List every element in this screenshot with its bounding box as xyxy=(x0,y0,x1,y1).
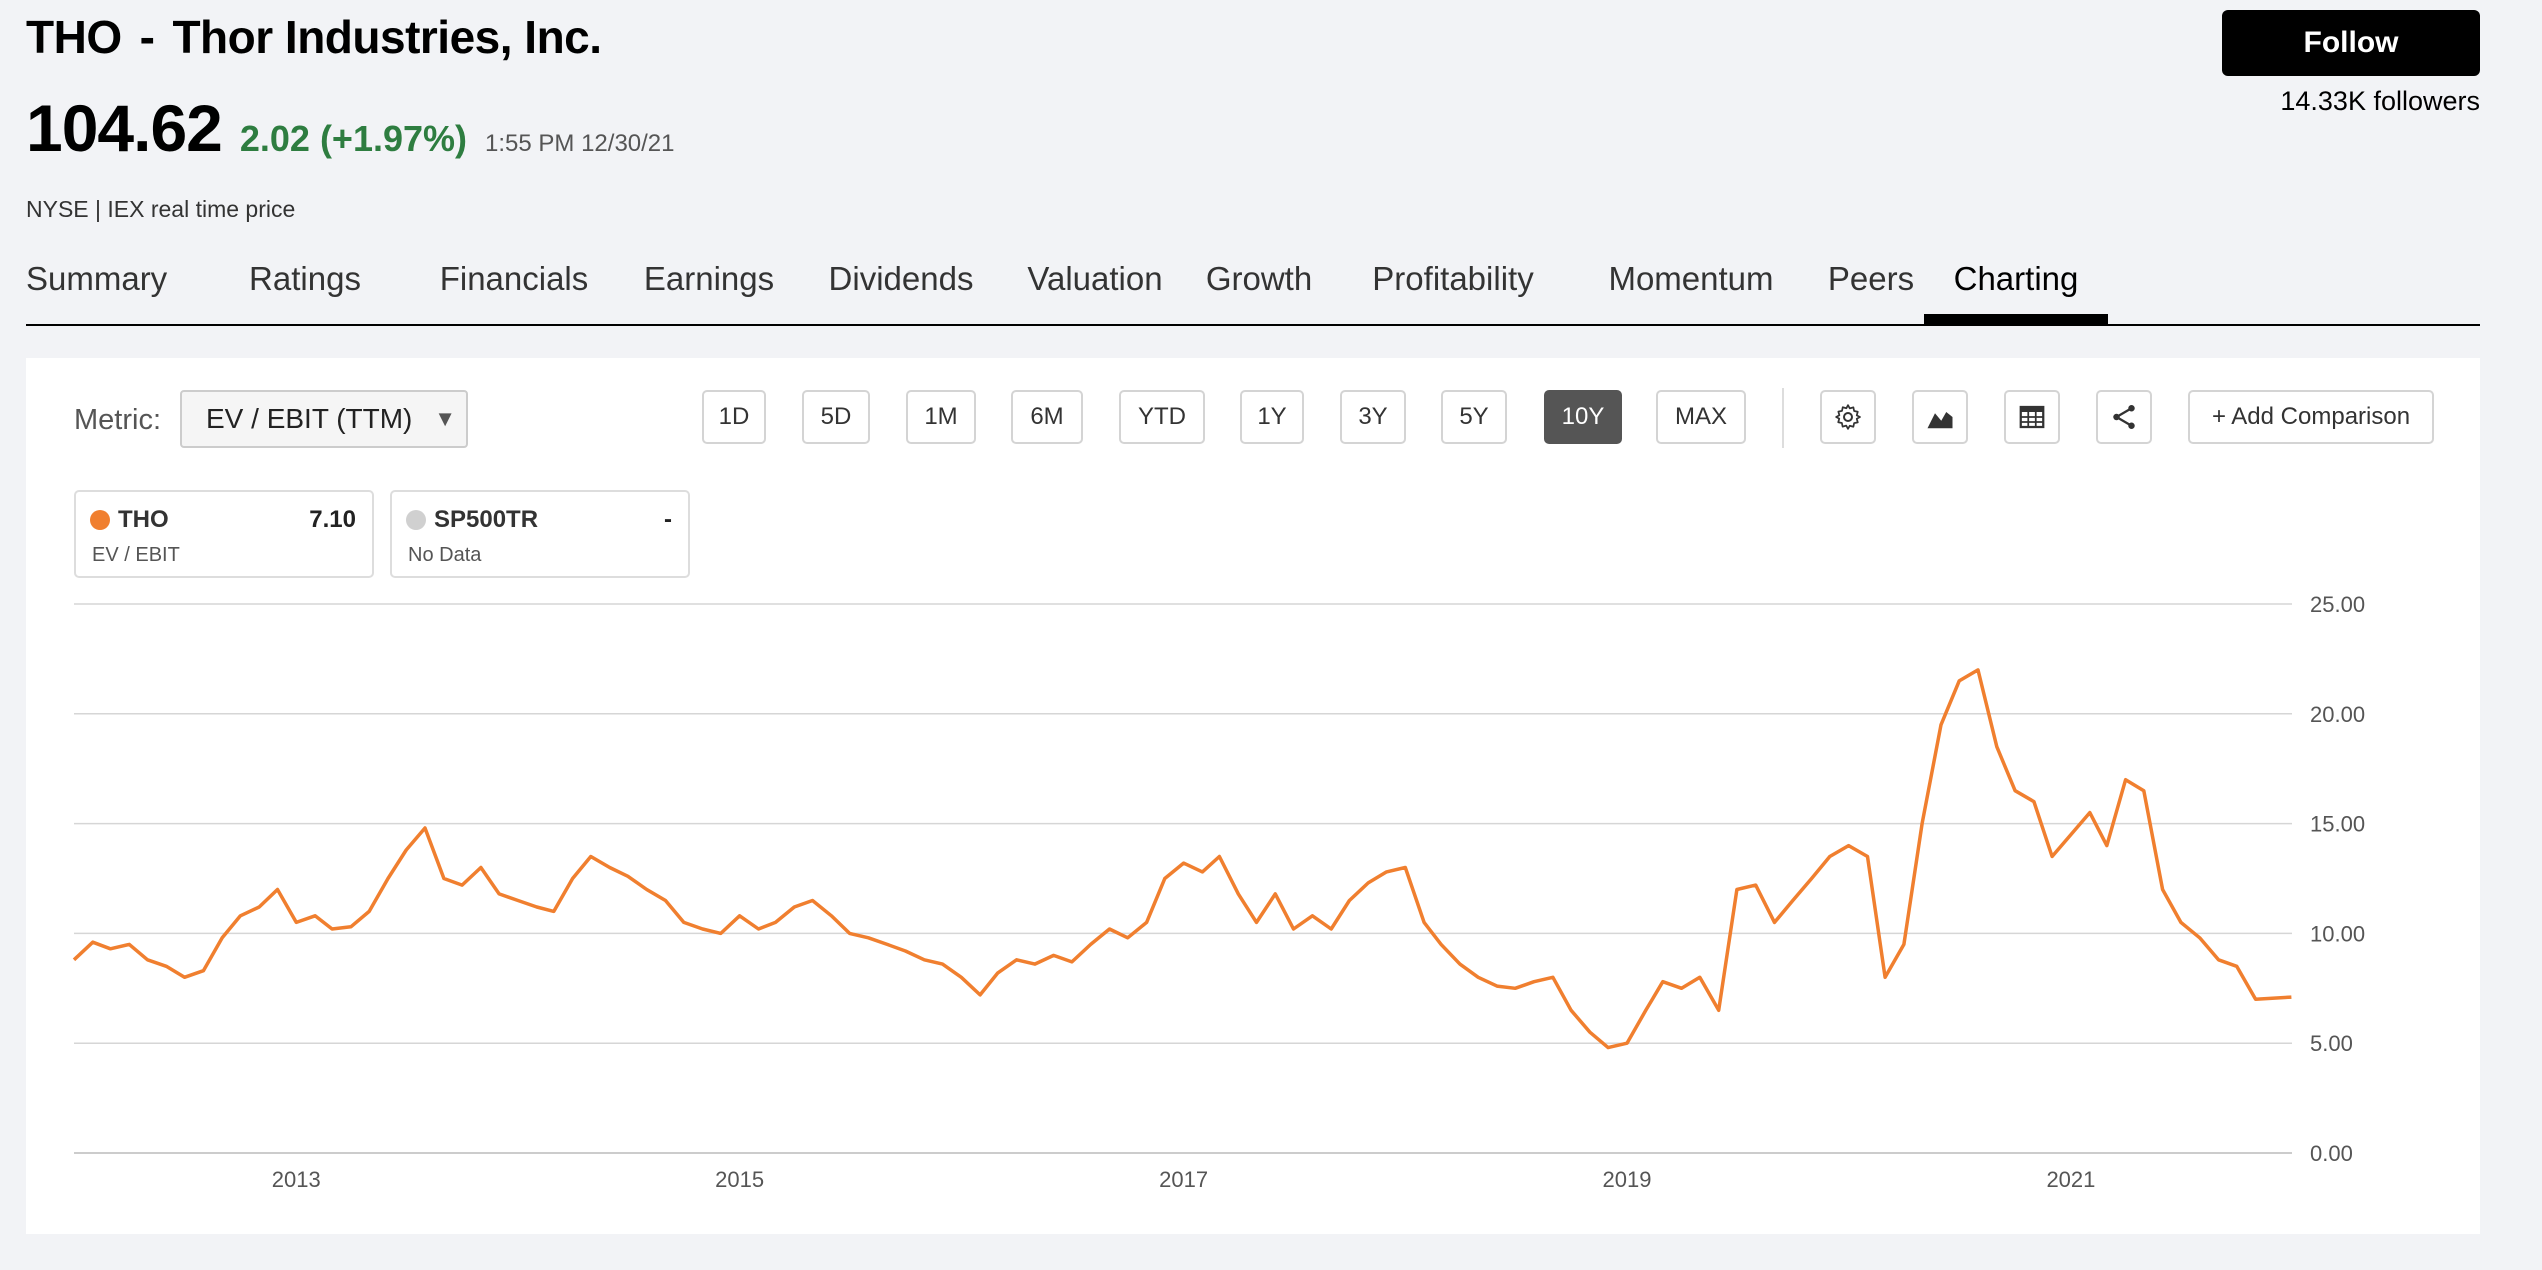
header: THO - Thor Industries, Inc. xyxy=(26,10,602,64)
gear-icon xyxy=(1835,404,1861,430)
x-tick-label: 2015 xyxy=(715,1167,764,1192)
tab-earnings[interactable]: Earnings xyxy=(643,260,775,297)
caret-down-icon: ▼ xyxy=(434,406,456,431)
toolbar-divider xyxy=(1782,388,1784,448)
legend-name: SP500TR xyxy=(434,506,539,533)
chart-panel: Metric: EV / EBIT (TTM) ▼ 1D 5D 1M 6M YT… xyxy=(26,358,2480,1234)
metric-select[interactable]: EV / EBIT (TTM) ▼ xyxy=(180,390,468,448)
price-change: 2.02 (+1.97%) xyxy=(239,118,468,159)
x-tick-label: 2017 xyxy=(1159,1167,1208,1192)
range-3y-button[interactable]: 3Y xyxy=(1340,390,1406,444)
tab-peers[interactable]: Peers xyxy=(1827,260,1915,297)
y-tick-label: 25.00 xyxy=(2310,592,2365,617)
range-1d-button[interactable]: 1D xyxy=(702,390,766,444)
legend-value: - xyxy=(664,506,672,533)
x-tick-label: 2013 xyxy=(272,1167,321,1192)
follow-button[interactable]: Follow xyxy=(2222,10,2480,76)
tab-profitability[interactable]: Profitability xyxy=(1372,260,1534,297)
legend-value: 7.10 xyxy=(309,506,356,533)
settings-button[interactable] xyxy=(1820,390,1876,444)
tab-ratings[interactable]: Ratings xyxy=(249,260,361,297)
range-ytd-button[interactable]: YTD xyxy=(1119,390,1205,444)
tab-summary[interactable]: Summary xyxy=(26,260,168,297)
company-name: Thor Industries, Inc. xyxy=(172,11,602,63)
metric-label: Metric: xyxy=(74,404,161,436)
range-max-button[interactable]: MAX xyxy=(1656,390,1746,444)
x-tick-label: 2021 xyxy=(2046,1167,2095,1192)
range-1y-button[interactable]: 1Y xyxy=(1240,390,1304,444)
legend-card-tho[interactable]: THO 7.10 EV / EBIT xyxy=(74,490,374,578)
range-10y-button[interactable]: 10Y xyxy=(1544,390,1622,444)
legend-dot-tho xyxy=(90,510,110,530)
chart-type-button[interactable] xyxy=(1912,390,1968,444)
tab-valuation[interactable]: Valuation xyxy=(1027,260,1163,297)
exchange-info: NYSE | IEX real time price xyxy=(26,196,296,222)
x-tick-label: 2019 xyxy=(1602,1167,1651,1192)
ticker-symbol: THO xyxy=(26,11,122,63)
line-chart[interactable]: 0.00 5.00 10.00 15.00 20.00 25.00 2013 2015 2017… xyxy=(26,358,2480,1234)
range-1m-button[interactable]: 1M xyxy=(906,390,976,444)
tab-dividends[interactable]: Dividends xyxy=(828,260,974,297)
legend-name: THO xyxy=(118,506,169,533)
legend-dot-sp500tr xyxy=(406,510,426,530)
range-5y-button[interactable]: 5Y xyxy=(1441,390,1507,444)
share-icon xyxy=(2113,405,2135,429)
metric-select-value: EV / EBIT (TTM) xyxy=(206,403,413,434)
y-tick-label: 10.00 xyxy=(2310,921,2365,946)
page-title: THO - Thor Industries, Inc. xyxy=(26,10,602,64)
y-tick-label: 15.00 xyxy=(2310,812,2365,837)
tab-financials[interactable]: Financials xyxy=(439,260,589,297)
table-icon xyxy=(2019,405,2045,429)
tab-charting[interactable]: Charting xyxy=(1924,248,2108,324)
price-row: 104.62 2.02 (+1.97%) 1:55 PM 12/30/21 xyxy=(26,90,675,166)
y-tick-label: 5.00 xyxy=(2310,1031,2353,1056)
tab-growth[interactable]: Growth xyxy=(1205,260,1313,297)
add-comparison-button[interactable]: + Add Comparison xyxy=(2188,390,2434,444)
legend-card-sp500tr[interactable]: SP500TR - No Data xyxy=(390,490,690,578)
y-tick-label: 20.00 xyxy=(2310,702,2365,727)
tab-bar: Summary Ratings Financials Earnings Divi… xyxy=(26,248,2480,326)
stock-price: 104.62 xyxy=(26,91,223,165)
share-button[interactable] xyxy=(2096,390,2152,444)
title-separator: - xyxy=(139,11,155,63)
followers-count: 14.33K followers xyxy=(2280,86,2480,116)
series-line-tho xyxy=(72,668,2292,1050)
price-timestamp: 1:55 PM 12/30/21 xyxy=(485,130,675,157)
area-chart-icon xyxy=(1927,412,1953,429)
legend-sub: EV / EBIT xyxy=(92,544,180,566)
y-tick-label: 0.00 xyxy=(2310,1141,2353,1166)
range-5d-button[interactable]: 5D xyxy=(802,390,870,444)
legend-sub: No Data xyxy=(408,544,482,566)
tab-momentum[interactable]: Momentum xyxy=(1608,260,1774,297)
table-view-button[interactable] xyxy=(2004,390,2060,444)
range-6m-button[interactable]: 6M xyxy=(1011,390,1083,444)
